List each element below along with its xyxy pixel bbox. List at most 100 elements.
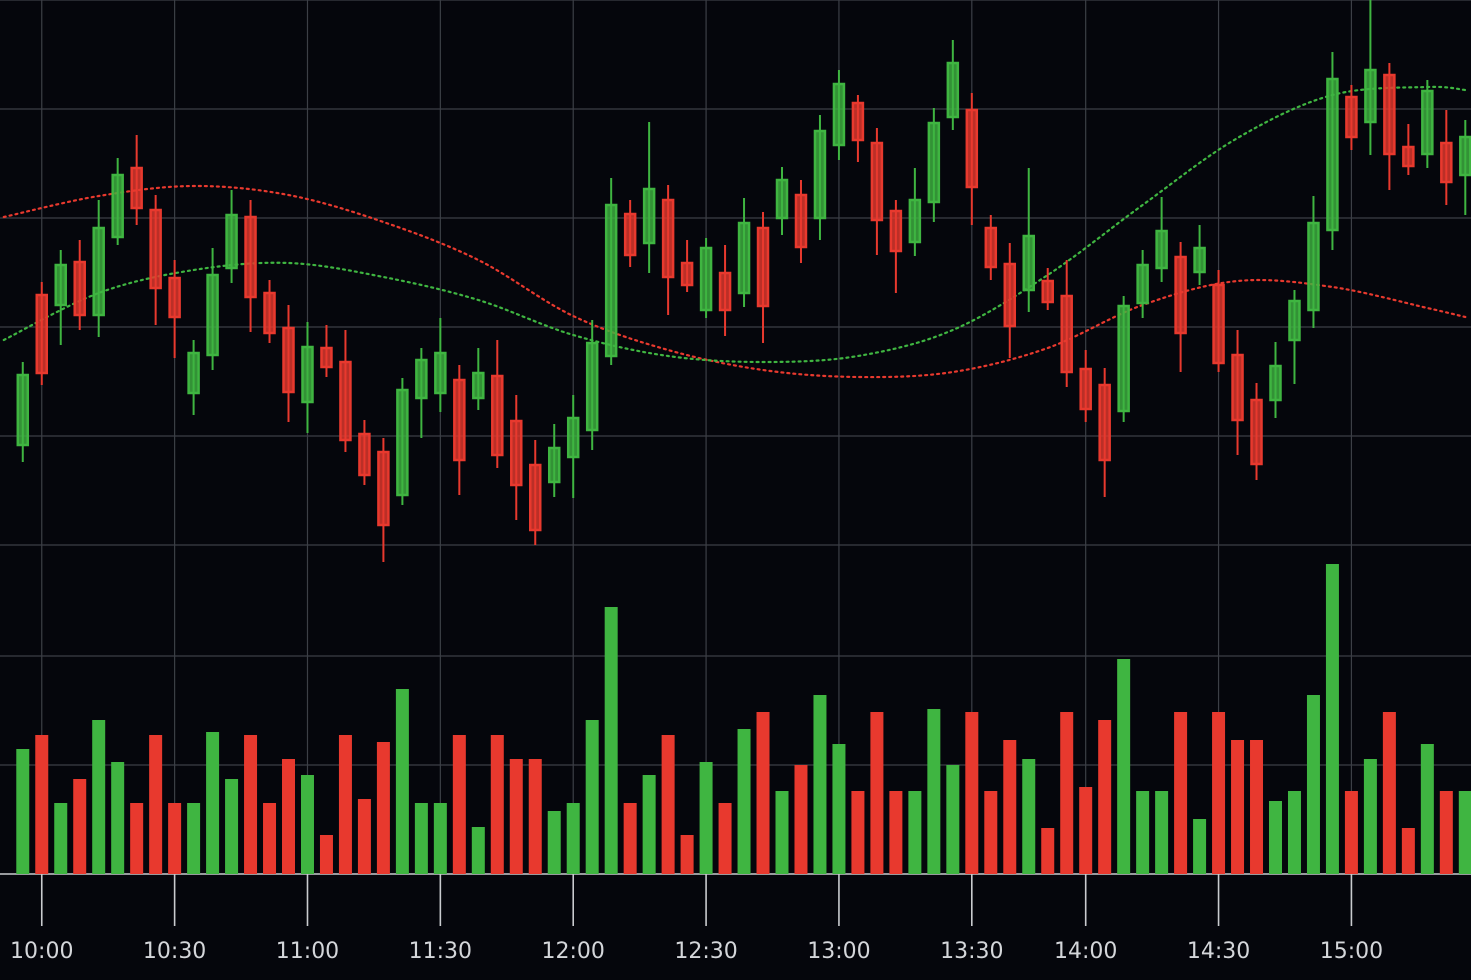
candle-body xyxy=(130,166,143,210)
candle-body xyxy=(661,198,675,279)
candle-body xyxy=(1136,263,1149,305)
candle-body xyxy=(225,213,238,270)
volume-bar xyxy=(73,779,87,874)
volume-bar xyxy=(1022,759,1036,874)
candle-body xyxy=(149,208,162,290)
candle-body xyxy=(699,246,713,312)
x-tick-label: 11:30 xyxy=(409,939,472,964)
candle-body xyxy=(832,82,846,147)
candle-body xyxy=(1307,221,1320,312)
volume-bar xyxy=(547,811,561,874)
candle-body xyxy=(1155,229,1168,270)
candle-body xyxy=(263,291,276,335)
volume-bar xyxy=(1136,791,1150,874)
volume-bar xyxy=(1079,787,1093,874)
volume-bar xyxy=(471,827,485,874)
x-tick-label: 15:00 xyxy=(1320,939,1383,964)
candle-body xyxy=(1440,141,1453,184)
volume-bar xyxy=(16,749,30,874)
volume-bar xyxy=(775,791,789,874)
x-tick-label: 10:00 xyxy=(10,939,73,964)
candle-body xyxy=(358,432,371,477)
volume-bar xyxy=(319,835,333,874)
volume-bar xyxy=(1401,828,1415,874)
candle-body xyxy=(1326,77,1339,232)
candle-body xyxy=(585,341,599,432)
volume-bar xyxy=(528,759,542,874)
volume-bar xyxy=(206,732,220,874)
candle-body xyxy=(377,450,390,527)
candle-body xyxy=(794,193,808,249)
grid xyxy=(0,0,1471,875)
x-tick-label: 14:00 xyxy=(1054,939,1117,964)
candle-body xyxy=(1345,95,1358,139)
candle-body xyxy=(434,351,447,395)
volume-bar xyxy=(1363,759,1377,874)
volume-bar xyxy=(756,712,770,874)
candle-body xyxy=(1231,353,1244,422)
candle-body xyxy=(1383,73,1396,156)
candle-body xyxy=(415,358,428,400)
volume-bar xyxy=(699,762,713,874)
volume-bar xyxy=(244,735,258,874)
candle-body xyxy=(775,178,789,220)
volume-bar xyxy=(813,695,827,874)
volume-bar xyxy=(395,689,409,874)
candle-body xyxy=(1421,89,1434,156)
volume-bar xyxy=(680,835,694,874)
volume-bar xyxy=(1212,712,1226,874)
volume-bar xyxy=(604,607,618,874)
candle-body xyxy=(92,226,105,317)
candle-body xyxy=(35,293,49,375)
volume-bar xyxy=(338,735,352,874)
volume-bar xyxy=(92,720,106,874)
volume-bar xyxy=(1439,791,1453,874)
x-tick-label: 13:30 xyxy=(940,939,1003,964)
x-tick-label: 10:30 xyxy=(143,939,206,964)
candle-body xyxy=(1269,364,1282,402)
volume-bar xyxy=(1325,564,1339,874)
volume-bar xyxy=(832,744,846,874)
candle-body xyxy=(965,108,979,189)
volume-bar xyxy=(1268,801,1282,874)
candle-body xyxy=(737,221,751,295)
volume-bar xyxy=(851,791,865,874)
volume-bar xyxy=(642,775,656,874)
candle-body xyxy=(1098,383,1111,462)
volume-bar xyxy=(1382,712,1396,874)
candle-body xyxy=(73,260,86,317)
candle-body xyxy=(1117,304,1130,413)
volume-bar xyxy=(263,803,277,874)
volume-bar xyxy=(452,735,466,874)
volume-bar xyxy=(870,712,884,874)
candle-body xyxy=(1022,234,1036,292)
volume-bar xyxy=(1420,744,1434,874)
candle-body xyxy=(908,198,922,244)
candle-body xyxy=(1003,262,1017,328)
moving-average-line xyxy=(2,85,1467,364)
candle-body xyxy=(851,101,865,142)
candle-body xyxy=(680,261,694,287)
volume-bar xyxy=(1098,720,1112,874)
candle-body xyxy=(54,263,67,307)
volume-bar xyxy=(661,735,675,874)
volume-bar xyxy=(54,803,68,874)
candle-body xyxy=(301,345,314,404)
volume-bar xyxy=(794,765,808,874)
candle-body xyxy=(510,419,523,487)
candle-body xyxy=(1174,255,1187,335)
volume-bar xyxy=(1250,740,1264,874)
moving-average-line xyxy=(2,184,1467,379)
volume-bar xyxy=(357,799,371,874)
volume-bar xyxy=(566,803,580,874)
candle-body xyxy=(282,326,295,394)
volume-bar xyxy=(927,709,941,874)
volume-panel xyxy=(16,564,1471,874)
x-axis: 10:00 10:30 11:00 11:30 12:00 12:30 13:00 13:30… xyxy=(10,874,1383,964)
volume-bar xyxy=(1287,791,1301,874)
volume-bar xyxy=(1041,828,1055,874)
volume-bar xyxy=(111,762,125,874)
x-tick-label: 14:30 xyxy=(1187,939,1250,964)
moving-averages xyxy=(2,85,1467,379)
